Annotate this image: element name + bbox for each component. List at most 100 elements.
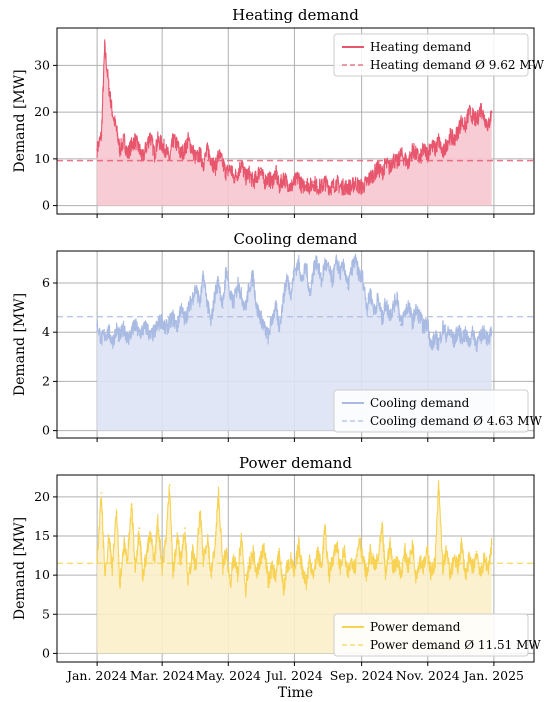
data-point (346, 574, 349, 577)
data-point (161, 566, 164, 569)
y-tick-label: 0 (42, 645, 50, 660)
data-point (149, 336, 152, 339)
x-tick-label: Jul. 2024 (264, 668, 323, 683)
data-point (123, 326, 126, 329)
data-point (176, 326, 179, 329)
data-point (214, 167, 217, 170)
legend: Power demand Power demand Ø 11.51 MW (333, 613, 541, 657)
data-point (184, 318, 186, 321)
data-point (479, 336, 482, 339)
data-point (361, 185, 364, 188)
data-point (384, 162, 387, 165)
data-point (217, 153, 220, 156)
y-tick-label: 10 (34, 567, 50, 582)
data-point (179, 306, 182, 309)
data-point (285, 566, 288, 569)
legend-entry: Heating demand Ø 9.62 MW (370, 58, 545, 72)
data-point (275, 171, 277, 174)
data-point (199, 153, 202, 156)
legend-box (333, 389, 529, 433)
data-point (407, 162, 410, 165)
data-point (96, 558, 99, 561)
data-point (316, 185, 319, 188)
data-point (153, 558, 156, 561)
data-point (316, 259, 319, 262)
data-point (108, 535, 110, 537)
data-point (396, 162, 399, 165)
data-point (267, 582, 270, 584)
data-point (407, 566, 410, 569)
data-point (373, 171, 376, 174)
data-point (464, 125, 467, 128)
data-point (366, 306, 368, 309)
data-point (270, 181, 273, 184)
data-point (434, 148, 437, 151)
data-point (487, 566, 490, 569)
data-point (434, 558, 437, 561)
data-point (449, 574, 452, 577)
data-point (130, 331, 133, 334)
data-point (115, 129, 118, 132)
data-point (376, 167, 379, 170)
data-point (252, 181, 255, 184)
data-point (343, 264, 346, 267)
data-point (328, 185, 331, 188)
data-point (138, 527, 141, 530)
data-point (323, 262, 326, 265)
data-point (472, 566, 475, 569)
data-point (464, 574, 467, 577)
data-point (146, 550, 148, 553)
data-point (331, 279, 334, 282)
data-point (278, 326, 281, 329)
data-point (293, 574, 296, 577)
data-point (297, 542, 300, 545)
data-point (111, 341, 114, 343)
x-axis-label: Time (278, 685, 313, 701)
y-tick-label: 30 (34, 57, 50, 72)
panel-title: Power demand (239, 454, 352, 472)
data-point (115, 511, 118, 514)
data-point (483, 328, 486, 331)
data-point (275, 574, 277, 577)
data-point (475, 343, 478, 346)
data-point (445, 143, 448, 146)
y-tick-label: 6 (42, 275, 50, 290)
data-point (100, 134, 103, 137)
data-point (270, 318, 273, 321)
data-point (301, 279, 303, 282)
data-point (320, 282, 323, 284)
data-point (399, 323, 402, 326)
data-point (191, 550, 194, 553)
data-point (96, 323, 99, 326)
data-point (146, 326, 148, 329)
data-point (381, 318, 384, 321)
data-point (210, 157, 212, 160)
data-point (430, 574, 432, 577)
data-point (149, 535, 152, 537)
data-point (267, 176, 270, 179)
data-point (255, 574, 258, 577)
data-point (414, 309, 417, 311)
data-point (404, 157, 406, 160)
data-point (225, 171, 228, 174)
data-point (430, 346, 432, 348)
data-point (282, 296, 285, 299)
data-point (366, 181, 368, 184)
data-point (320, 185, 323, 188)
data-point (399, 153, 402, 156)
data-point (164, 542, 167, 545)
data-point (350, 267, 353, 270)
data-point (434, 336, 437, 339)
data-point (381, 171, 384, 174)
data-point (460, 542, 463, 545)
legend: Heating demand Heating demand Ø 9.62 MW (333, 33, 545, 77)
data-point (278, 550, 281, 553)
data-point (270, 566, 273, 569)
data-point (263, 326, 265, 329)
y-tick-label: 0 (42, 423, 50, 438)
data-point (376, 296, 379, 299)
data-point (194, 157, 197, 160)
data-point (134, 139, 136, 142)
data-point (172, 574, 174, 577)
data-point (457, 328, 460, 331)
